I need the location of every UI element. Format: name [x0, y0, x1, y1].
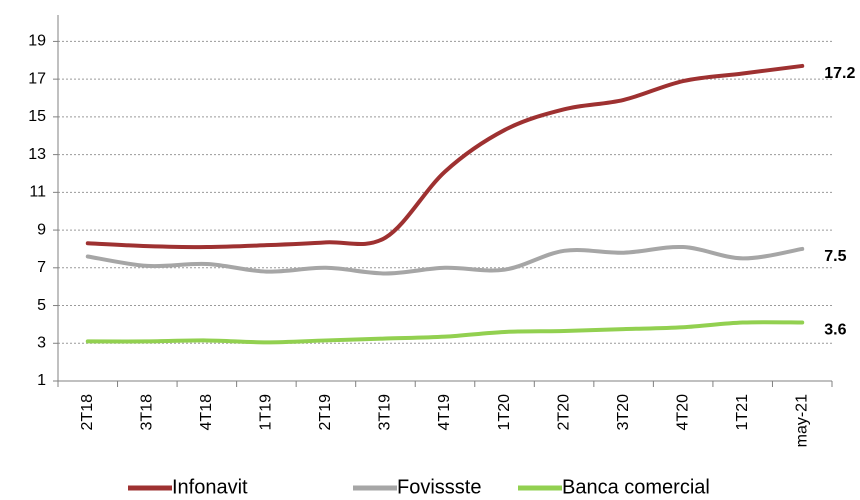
x-tick-label: 1T20 — [496, 394, 513, 431]
x-tick-label: may-21 — [793, 394, 810, 447]
x-tick-label: 4T19 — [436, 394, 453, 431]
x-tick-label: 2T20 — [555, 394, 572, 431]
legend-label: Banca comercial — [562, 476, 710, 498]
y-tick-label: 7 — [37, 259, 46, 276]
x-tick-label: 4T20 — [674, 394, 691, 431]
x-tick-label: 3T20 — [615, 394, 632, 431]
end-label: 3.6 — [824, 322, 846, 339]
y-tick-label: 3 — [37, 334, 46, 351]
y-tick-label: 15 — [28, 108, 46, 125]
x-tick-label: 2T18 — [79, 394, 96, 431]
x-tick-label: 3T19 — [377, 394, 394, 431]
x-tick-label: 4T18 — [198, 394, 215, 431]
y-tick-label: 1 — [37, 372, 46, 389]
x-tick-label: 3T18 — [139, 394, 156, 431]
series-line — [85, 320, 805, 345]
y-tick-label: 5 — [37, 297, 46, 314]
y-tick-label: 19 — [28, 33, 46, 50]
x-tick-label: 1T19 — [258, 394, 275, 431]
x-tick-label: 2T19 — [317, 394, 334, 431]
legend-label: Infonavit — [172, 476, 248, 498]
end-label: 7.5 — [824, 248, 846, 265]
y-tick-label: 17 — [28, 70, 46, 87]
end-label: 17.2 — [824, 65, 855, 82]
x-tick-label: 1T21 — [734, 394, 751, 431]
legend-label: Fovissste — [397, 476, 481, 498]
y-tick-label: 11 — [29, 184, 46, 201]
y-tick-label: 9 — [37, 221, 46, 238]
series-line — [85, 244, 805, 276]
y-tick-label: 13 — [28, 146, 46, 163]
series-line — [85, 63, 805, 250]
